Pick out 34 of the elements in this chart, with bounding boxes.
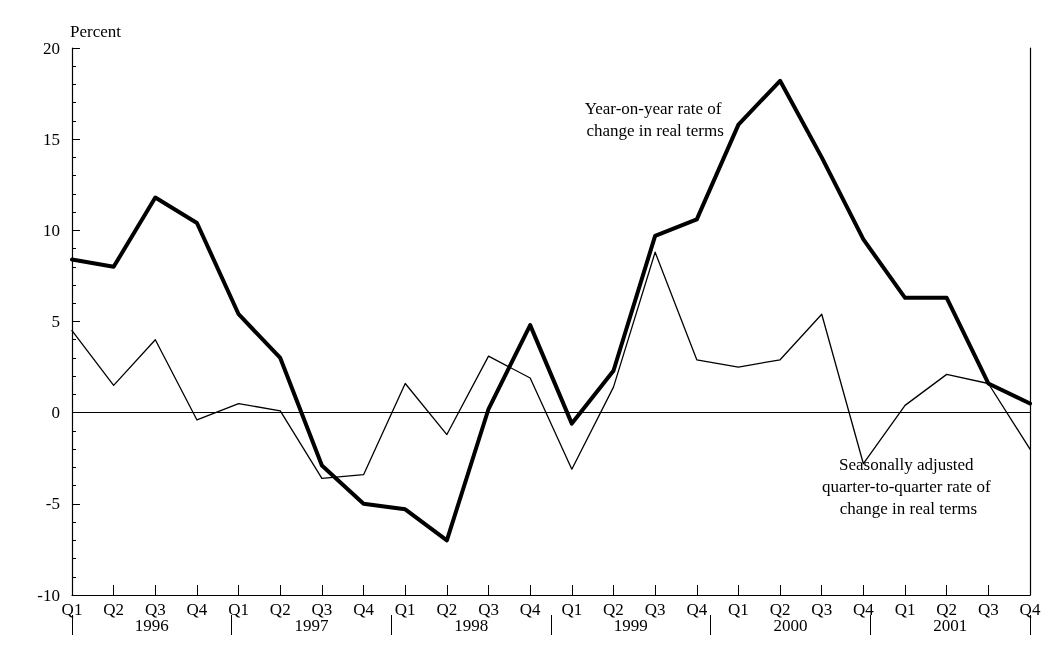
x-tick-label: Q4 <box>519 600 542 619</box>
x-tick-label: Q4 <box>353 600 375 619</box>
x-tick-label: Q3 <box>311 600 333 619</box>
x-tick-label: Q1 <box>228 600 249 619</box>
x-tick-label: Q1 <box>894 600 916 619</box>
x-tick-label: Q3 <box>478 600 499 619</box>
x-tick-label: Q3 <box>811 600 833 619</box>
x-tick-label: Q1 <box>61 600 83 619</box>
x-tick-label: Q2 <box>769 600 791 619</box>
x-tick-label: Q4 <box>1019 600 1041 619</box>
x-tick-label: Q3 <box>144 600 166 619</box>
y-tick-label: -10 <box>37 585 60 605</box>
x-tick-label: Q2 <box>436 600 458 619</box>
y-tick-label: 15 <box>43 129 60 149</box>
series-label: Year-on-year rate of change in real terms <box>584 98 726 140</box>
x-tick-label: Q4 <box>186 600 208 619</box>
x-tick-label: Q2 <box>103 600 125 619</box>
y-tick-label: -5 <box>45 494 60 514</box>
x-tick-label: Q2 <box>603 600 624 619</box>
text: Seasonally adjusted quarter-to-quarter rate of change in real terms <box>821 455 995 519</box>
y-tick-label: 10 <box>43 220 60 240</box>
x-tick-label: Q3 <box>977 600 999 619</box>
x-tick-label: Q1 <box>394 600 416 619</box>
x-tick-label: Q2 <box>936 600 958 619</box>
x-tick-label: Q1 <box>728 600 749 619</box>
x-tick-label: Q4 <box>686 600 708 619</box>
y-axis-title: Percent <box>70 22 122 41</box>
x-tick-label: Q2 <box>269 600 291 619</box>
y-tick-label: 5 <box>51 312 60 331</box>
x-tick-label: Q4 <box>853 600 875 619</box>
y-tick-label: 20 <box>43 38 60 58</box>
y-tick-label: 0 <box>51 403 60 423</box>
x-tick-label: Q1 <box>561 600 583 619</box>
x-tick-label: Q3 <box>644 600 666 619</box>
